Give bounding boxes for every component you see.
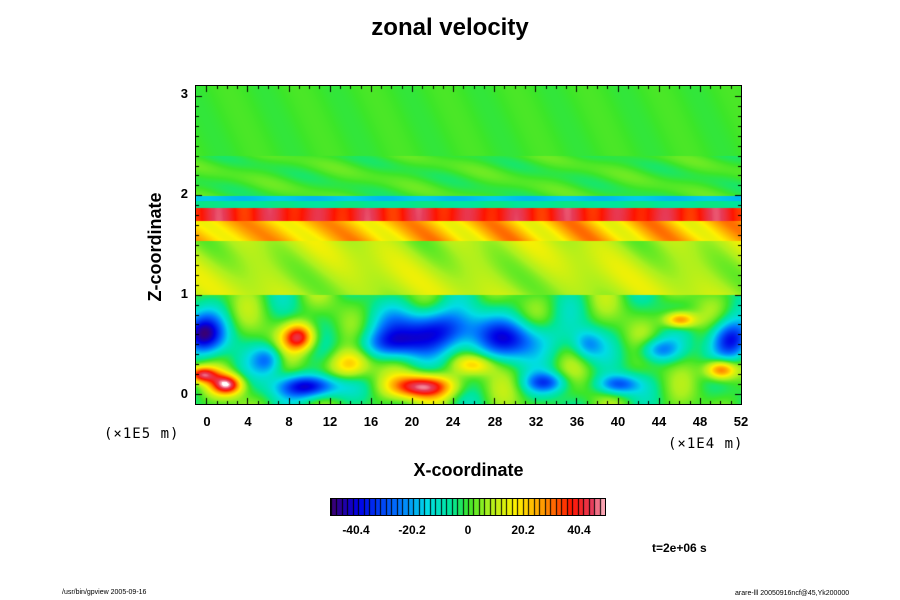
colorbar-gradient <box>331 499 605 515</box>
time-label: t=2e+06 s <box>652 541 707 555</box>
x-axis-label: X-coordinate <box>413 460 524 480</box>
x-tick-label: 4 <box>244 414 252 429</box>
colorbar-tick-label: 20.2 <box>511 523 535 537</box>
x-tick-label: 36 <box>569 414 585 429</box>
footer-right: arare-lll 20050916ncf@45,Yk200000 <box>735 590 850 597</box>
y-tick-label: 3 <box>180 86 188 101</box>
x-tick-label: 52 <box>733 414 749 429</box>
x-tick-label: 40 <box>610 414 626 429</box>
x-tick-label: 28 <box>487 414 503 429</box>
x-tick-label: 16 <box>363 414 379 429</box>
x-tick-label: 0 <box>203 414 211 429</box>
colorbar-tick-label: 0 <box>464 523 472 537</box>
heatmap-plot-area <box>195 85 742 405</box>
x-tick-label: 8 <box>285 414 293 429</box>
x-tick-label: 12 <box>322 414 338 429</box>
chart-title: zonal velocity <box>371 14 529 41</box>
colorbar-tick-label: 40.4 <box>567 523 591 537</box>
x-unit-label: (×1E4 m) <box>668 436 744 452</box>
y-axis-label: Z-coordinate <box>145 192 165 302</box>
colorbar-tick-label: -20.2 <box>398 523 426 537</box>
y-tick-label: 2 <box>180 186 188 201</box>
y-tick-label: 1 <box>180 286 188 301</box>
x-tick-label: 32 <box>528 414 544 429</box>
zonal-velocity-field <box>196 86 741 404</box>
colorbar-tick-label: -40.4 <box>342 523 370 537</box>
x-tick-label: 48 <box>692 414 708 429</box>
x-tick-label: 24 <box>445 414 461 429</box>
x-tick-label: 20 <box>404 414 420 429</box>
footer-left: /usr/bin/gpview 2005-09-16 <box>62 589 147 596</box>
colorbar <box>330 498 606 516</box>
y-tick-label: 0 <box>180 386 188 401</box>
z-unit-label: (×1E5 m) <box>104 426 180 442</box>
x-tick-label: 44 <box>651 414 667 429</box>
